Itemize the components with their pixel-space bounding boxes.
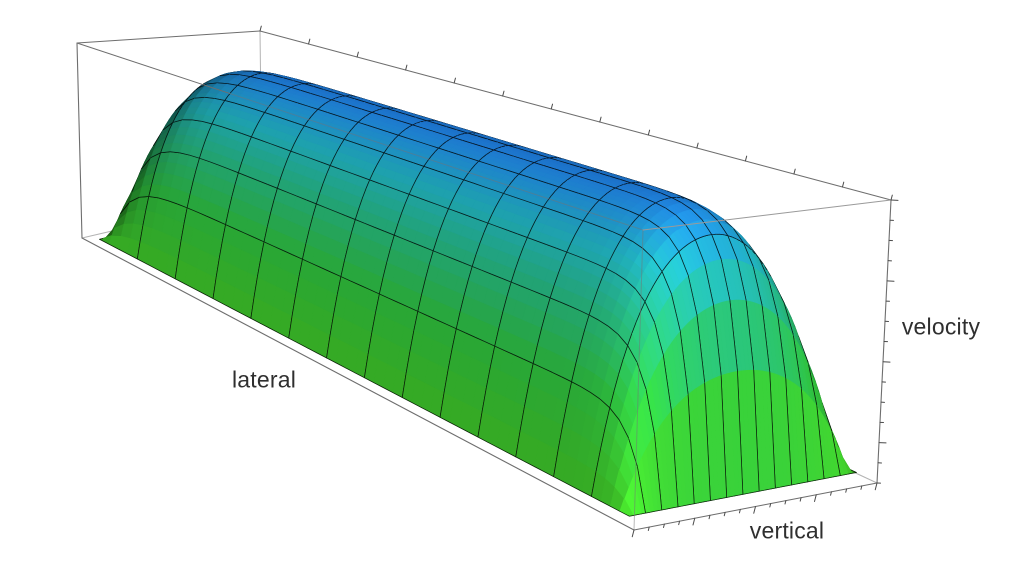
x-axis-label-lateral: lateral bbox=[231, 366, 297, 393]
y-axis-label-vertical: vertical bbox=[749, 517, 825, 544]
z-axis-label-velocity: velocity bbox=[901, 313, 981, 340]
